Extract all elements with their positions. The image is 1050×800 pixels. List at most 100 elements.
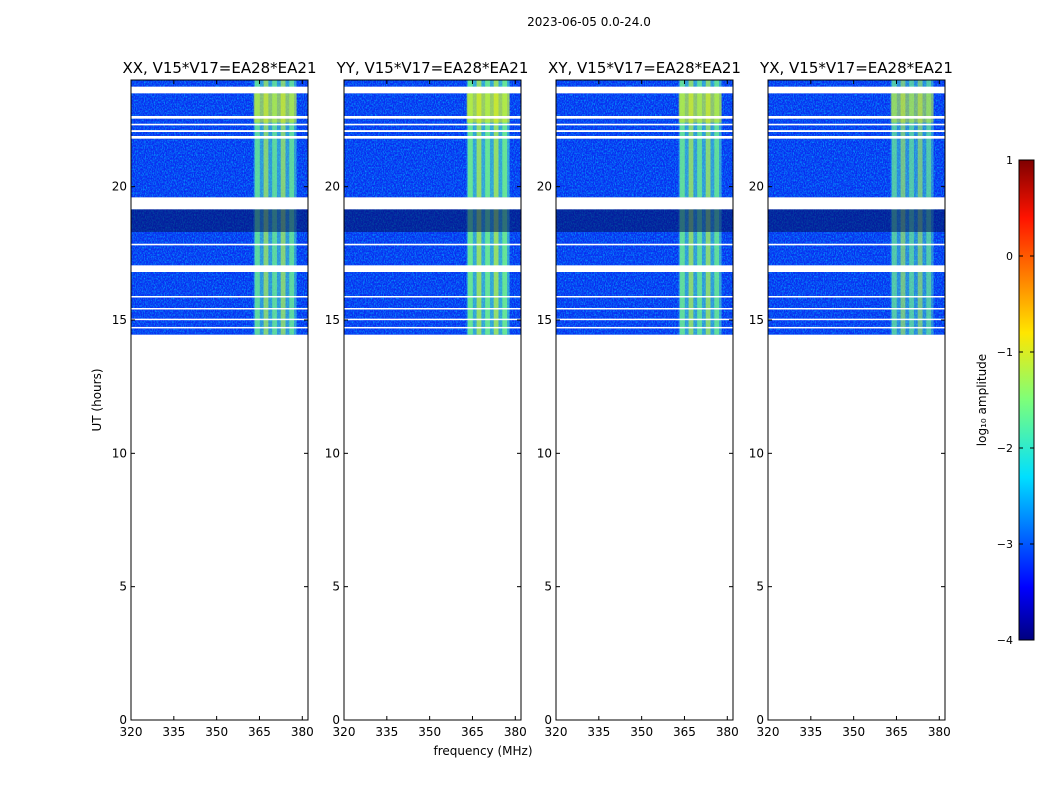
- flagged-row: [768, 116, 945, 119]
- y-tick-label: 20: [325, 180, 340, 194]
- flagged-row: [344, 265, 521, 272]
- colorbar-tick-label: 1: [1006, 154, 1013, 167]
- x-tick-label: 365: [885, 725, 908, 739]
- y-tick-label: 15: [749, 313, 764, 327]
- x-tick-label: 320: [757, 725, 780, 739]
- y-tick-label: 10: [749, 446, 764, 460]
- flagged-row: [768, 326, 945, 329]
- x-tick-label: 320: [333, 725, 356, 739]
- flagged-row: [768, 86, 945, 94]
- colorbar-tick-label: 0: [1006, 250, 1013, 263]
- y-tick-label: 20: [112, 180, 127, 194]
- flagged-row: [556, 123, 733, 126]
- colorbar-tick-label: −3: [997, 538, 1013, 551]
- flagged-row: [556, 86, 733, 94]
- y-tick-label: 5: [544, 580, 552, 594]
- flagged-row: [768, 136, 945, 139]
- plot-frame: [130, 79, 309, 721]
- x-tick-label: 350: [205, 725, 228, 739]
- y-axis-label: UT (hours): [90, 368, 104, 431]
- x-tick-label: 335: [587, 725, 610, 739]
- flagged-row: [344, 123, 521, 126]
- colorbar-label: log₁₀ amplitude: [975, 354, 989, 446]
- colorbar-ticks: 1 0 −1 −2 −3 −4: [997, 154, 1034, 647]
- y-tick-label: 10: [112, 446, 127, 460]
- y-tick-label: 0: [756, 713, 764, 727]
- flagged-row: [768, 308, 945, 310]
- flagged-row: [131, 197, 308, 210]
- flagged-row: [344, 318, 521, 321]
- plot-frame: [555, 79, 734, 721]
- flagged-row: [556, 326, 733, 329]
- y-tick-label: 0: [119, 713, 127, 727]
- flagged-row: [131, 296, 308, 298]
- flagged-row: [131, 308, 308, 310]
- flagged-row: [344, 197, 521, 210]
- panel: YX, V15*V17=EA28*EA21 320 335 350 365 380 0 5 10…: [749, 59, 953, 739]
- x-axis-label: frequency (MHz): [433, 744, 532, 758]
- panels: XX, V15*V17=EA28*EA21 320 335 350 365 380 0 5 10…: [112, 59, 953, 739]
- x-tick-label: 380: [504, 725, 527, 739]
- flagged-row: [768, 243, 945, 246]
- flagged-row: [768, 130, 945, 132]
- flagged-row: [131, 318, 308, 321]
- flagged-row: [131, 130, 308, 132]
- y-tick-label: 5: [756, 580, 764, 594]
- flagged-row: [131, 243, 308, 246]
- y-tick-label: 15: [325, 313, 340, 327]
- x-tick-label: 350: [842, 725, 865, 739]
- x-tick-label: 365: [673, 725, 696, 739]
- x-tick-label: 380: [716, 725, 739, 739]
- flagged-row: [131, 136, 308, 139]
- x-tick-label: 350: [418, 725, 441, 739]
- y-tick-label: 5: [119, 580, 127, 594]
- flagged-row: [556, 130, 733, 132]
- x-tick-label: 335: [799, 725, 822, 739]
- flagged-row: [768, 123, 945, 126]
- flagged-row: [131, 326, 308, 329]
- panel-title: YY, V15*V17=EA28*EA21: [336, 59, 529, 77]
- panel: XX, V15*V17=EA28*EA21 320 335 350 365 380 0 5 10…: [112, 59, 317, 739]
- x-tick-label: 320: [545, 725, 568, 739]
- panel-title: XX, V15*V17=EA28*EA21: [122, 59, 316, 77]
- panel: YY, V15*V17=EA28*EA21 320 335 350 365 380 0 5 10…: [325, 59, 529, 739]
- figure-title: 2023-06-05 0.0-24.0: [527, 15, 651, 29]
- flagged-row: [344, 326, 521, 329]
- flagged-row: [556, 308, 733, 310]
- flagged-row: [556, 197, 733, 210]
- flagged-row: [131, 116, 308, 119]
- flagged-row: [344, 130, 521, 132]
- panel: XY, V15*V17=EA28*EA21 320 335 350 365 380 0 5 10…: [537, 59, 741, 739]
- x-tick-label: 380: [928, 725, 951, 739]
- flagged-row: [344, 296, 521, 298]
- x-tick-label: 380: [291, 725, 314, 739]
- x-tick-label: 335: [375, 725, 398, 739]
- colorbar-tick-label: −1: [997, 346, 1013, 359]
- y-tick-label: 20: [537, 180, 552, 194]
- flagged-row: [768, 296, 945, 298]
- y-tick-label: 20: [749, 180, 764, 194]
- flagged-row: [556, 318, 733, 321]
- colorbar: 1 0 −1 −2 −3 −4 log₁₀ amplitude: [975, 154, 1035, 647]
- x-tick-label: 365: [248, 725, 271, 739]
- y-tick-label: 15: [112, 313, 127, 327]
- x-tick-label: 335: [162, 725, 185, 739]
- y-tick-label: 5: [332, 580, 340, 594]
- plot-frame: [343, 79, 522, 721]
- x-tick-label: 365: [461, 725, 484, 739]
- flagged-row: [344, 116, 521, 119]
- panel-title: YX, V15*V17=EA28*EA21: [759, 59, 953, 77]
- flagged-row: [131, 86, 308, 94]
- flagged-row: [131, 123, 308, 126]
- flagged-row: [768, 265, 945, 272]
- y-tick-label: 15: [537, 313, 552, 327]
- x-tick-label: 320: [120, 725, 143, 739]
- x-tick-label: 350: [630, 725, 653, 739]
- flagged-row: [768, 318, 945, 321]
- plot-frame: [767, 79, 946, 721]
- y-tick-label: 10: [325, 446, 340, 460]
- y-tick-label: 0: [332, 713, 340, 727]
- flagged-row: [344, 136, 521, 139]
- flagged-row: [344, 308, 521, 310]
